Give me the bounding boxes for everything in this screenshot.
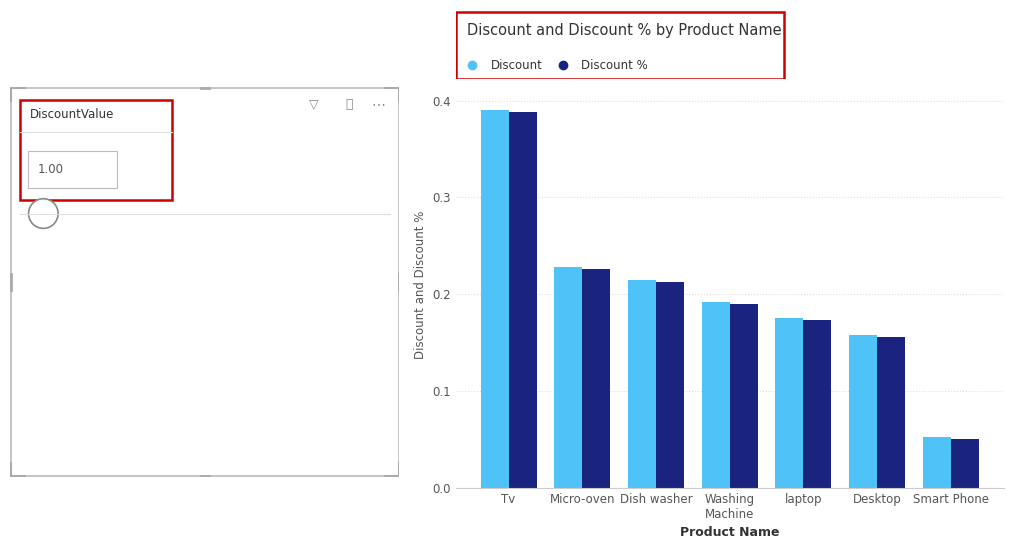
Bar	[480, 111, 509, 488]
Text: ▽: ▽	[309, 98, 318, 111]
FancyBboxPatch shape	[20, 100, 172, 200]
Text: DiscountValue: DiscountValue	[30, 108, 114, 121]
Bar	[923, 437, 950, 488]
Text: 1.00: 1.00	[38, 163, 63, 176]
Bar	[509, 112, 537, 488]
Text: Discount: Discount	[492, 59, 543, 72]
Text: ⧉: ⧉	[345, 98, 352, 111]
Bar	[701, 302, 729, 488]
Bar	[554, 267, 583, 488]
Bar	[775, 319, 803, 488]
FancyBboxPatch shape	[456, 11, 784, 79]
Circle shape	[29, 199, 58, 228]
Y-axis label: Discount and Discount %: Discount and Discount %	[414, 210, 427, 359]
FancyBboxPatch shape	[28, 151, 117, 188]
FancyBboxPatch shape	[11, 87, 398, 476]
Bar	[803, 320, 831, 488]
Bar	[628, 280, 656, 488]
Bar	[877, 337, 905, 488]
Text: Discount %: Discount %	[581, 59, 647, 72]
Bar	[950, 440, 979, 488]
Text: ⋯: ⋯	[371, 97, 385, 111]
Bar	[583, 269, 610, 488]
Bar	[656, 282, 684, 488]
Text: Discount and Discount % by Product Name: Discount and Discount % by Product Name	[467, 23, 781, 38]
X-axis label: Product Name: Product Name	[680, 526, 779, 539]
Bar	[849, 335, 877, 488]
Bar	[729, 304, 758, 488]
